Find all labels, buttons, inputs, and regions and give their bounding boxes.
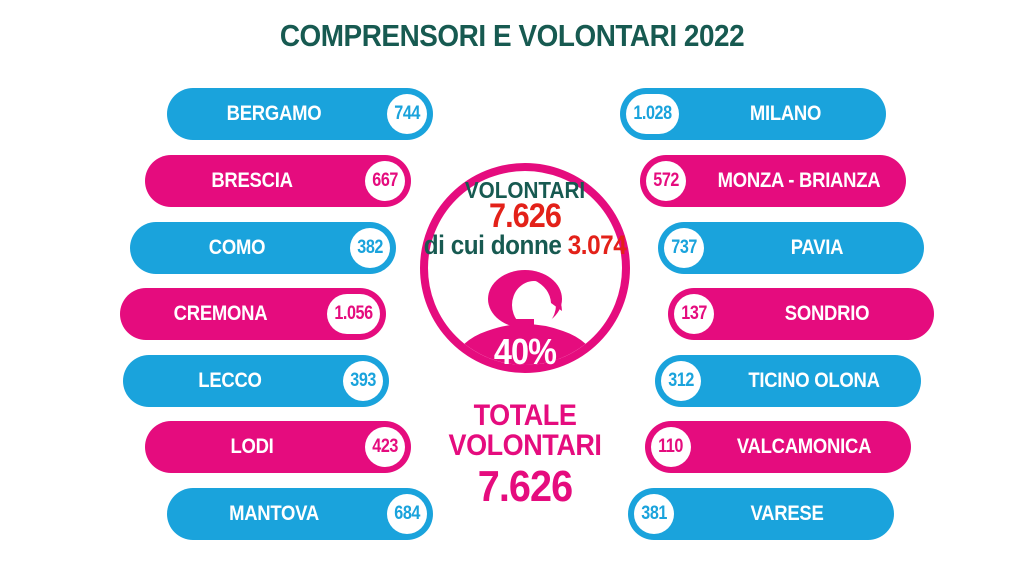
region-count-value: 667 xyxy=(372,170,398,191)
page-title: COMPRENSORI E VOLONTARI 2022 xyxy=(279,18,745,53)
region-count-badge: 572 xyxy=(646,161,686,201)
region-count-badge: 381 xyxy=(634,494,674,534)
total-label-line1: TOTALE xyxy=(473,399,577,432)
region-count-badge: 423 xyxy=(365,427,405,467)
region-count-value: 423 xyxy=(372,436,398,457)
region-pill-bergamo: BERGAMO 744 xyxy=(167,88,433,140)
region-count-badge: 667 xyxy=(365,161,405,201)
region-name: PAVIA xyxy=(790,236,844,259)
region-count-badge: 744 xyxy=(387,94,427,134)
total-volunteers-value: 7.626 xyxy=(477,462,573,511)
region-count-value: 110 xyxy=(658,436,684,457)
region-pill-como: COMO 382 xyxy=(130,222,396,274)
region-count-value: 684 xyxy=(394,503,420,524)
region-name: VALCAMONICA xyxy=(736,435,872,458)
region-count-value: 137 xyxy=(681,303,707,324)
region-name: TICINO OLONA xyxy=(748,369,880,392)
region-name: COMO xyxy=(208,236,266,259)
region-count-badge: 382 xyxy=(350,228,390,268)
region-pill-ticino-olona: 312 TICINO OLONA xyxy=(655,355,921,407)
region-count-badge: 393 xyxy=(343,361,383,401)
region-count-badge: 110 xyxy=(651,427,691,467)
region-count-badge: 312 xyxy=(661,361,701,401)
region-name: MILANO xyxy=(749,102,822,125)
region-count-value: 744 xyxy=(394,103,420,124)
region-pill-cremona: CREMONA 1.056 xyxy=(120,288,386,340)
region-pill-sondrio: 137 SONDRIO xyxy=(668,288,934,340)
region-count-badge: 737 xyxy=(664,228,704,268)
region-count-badge: 684 xyxy=(387,494,427,534)
region-pill-varese: 381 VARESE xyxy=(628,488,894,540)
region-pill-milano: 1.028 MILANO xyxy=(620,88,886,140)
woman-icon xyxy=(446,270,604,365)
region-count-badge: 1.056 xyxy=(326,294,380,334)
total-volunteers-block: TOTALE VOLONTARI 7.626 xyxy=(400,401,650,510)
region-name: LODI xyxy=(230,435,274,458)
region-pill-lecco: LECCO 393 xyxy=(123,355,389,407)
region-count-value: 737 xyxy=(671,237,697,258)
region-name: LECCO xyxy=(198,369,262,392)
women-volunteers-value: 3.074 xyxy=(567,230,627,260)
region-name: SONDRIO xyxy=(784,302,870,325)
region-pill-monza-brianza: 572 MONZA - BRIANZA xyxy=(640,155,906,207)
women-volunteers-label: di cui donne xyxy=(423,230,562,260)
volontari-label: VOLONTARI xyxy=(464,177,586,203)
region-name: MONZA - BRIANZA xyxy=(717,169,881,192)
region-count-value: 312 xyxy=(668,370,694,391)
region-count-badge: 137 xyxy=(674,294,714,334)
region-pill-lodi: LODI 423 xyxy=(145,421,411,473)
region-name: BERGAMO xyxy=(226,102,322,125)
region-pill-brescia: BRESCIA 667 xyxy=(145,155,411,207)
volontari-total-value: 7.626 xyxy=(488,197,562,235)
region-name: CREMONA xyxy=(173,302,268,325)
women-percent: 40% xyxy=(493,331,557,372)
region-name: MANTOVA xyxy=(229,502,319,525)
region-pill-mantova: MANTOVA 684 xyxy=(167,488,433,540)
total-label-line2: VOLONTARI xyxy=(448,429,602,462)
region-pill-valcamonica: 110 VALCAMONICA xyxy=(645,421,911,473)
region-pill-pavia: 737 PAVIA xyxy=(658,222,924,274)
region-name: BRESCIA xyxy=(211,169,293,192)
region-count-value: 1.056 xyxy=(334,303,373,324)
women-volunteers-line: di cui donne 3.074 xyxy=(386,230,665,261)
region-count-value: 572 xyxy=(653,170,679,191)
region-count-value: 1.028 xyxy=(633,103,672,124)
region-count-value: 393 xyxy=(350,370,376,391)
region-count-value: 382 xyxy=(357,237,383,258)
region-count-badge: 1.028 xyxy=(626,94,680,134)
region-count-value: 381 xyxy=(641,503,667,524)
region-name: VARESE xyxy=(750,502,824,525)
